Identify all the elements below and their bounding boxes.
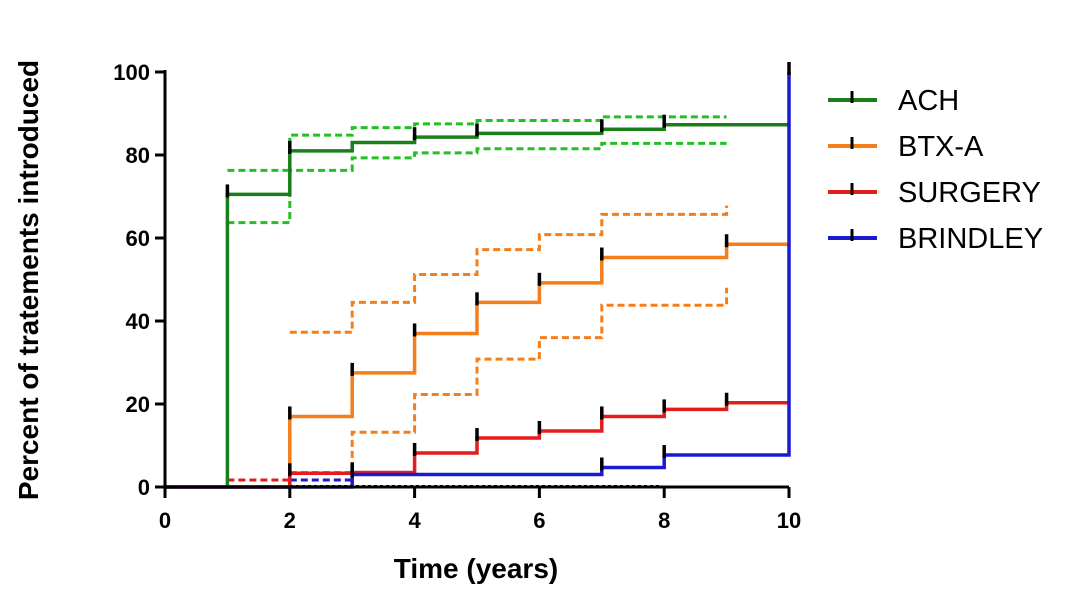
- y-axis-title: Percent of tratements introduced: [13, 60, 44, 500]
- surgery-legend-label: SURGERY: [898, 177, 1041, 209]
- y-tick-label: 40: [126, 309, 150, 334]
- y-tick-label: 60: [126, 226, 150, 251]
- legend: ACH BTX-A SURGERY BRINDLEY: [828, 85, 1043, 255]
- x-tick-label: 8: [658, 508, 670, 533]
- x-tick-label: 4: [408, 508, 421, 533]
- btx-a-series-line: [165, 242, 789, 489]
- x-tick-label: 0: [159, 508, 171, 533]
- axis-ticks: 0 20 40 60 80 100 0 2 4 6 8 10: [113, 60, 801, 533]
- x-tick-label: 6: [533, 508, 545, 533]
- btx-a-ci-lower-line: [289, 287, 729, 474]
- surgery-series-line: [165, 401, 789, 489]
- x-axis-title: Time (years): [394, 553, 558, 584]
- btx-a-legend-label: BTX-A: [898, 131, 984, 163]
- x-tick-label: 2: [284, 508, 296, 533]
- y-tick-label: 0: [138, 475, 150, 500]
- btx-a-ci-upper-line: [289, 205, 729, 334]
- ach-ci-lower-line: [227, 141, 727, 225]
- y-tick-label: 100: [113, 60, 150, 85]
- y-tick-label: 20: [126, 392, 150, 417]
- y-tick-label: 80: [126, 143, 150, 168]
- x-tick-label: 10: [777, 508, 801, 533]
- censor-marks: [225, 62, 791, 478]
- ach-legend-label: ACH: [898, 85, 959, 117]
- brindley-legend-label: BRINDLEY: [898, 223, 1043, 255]
